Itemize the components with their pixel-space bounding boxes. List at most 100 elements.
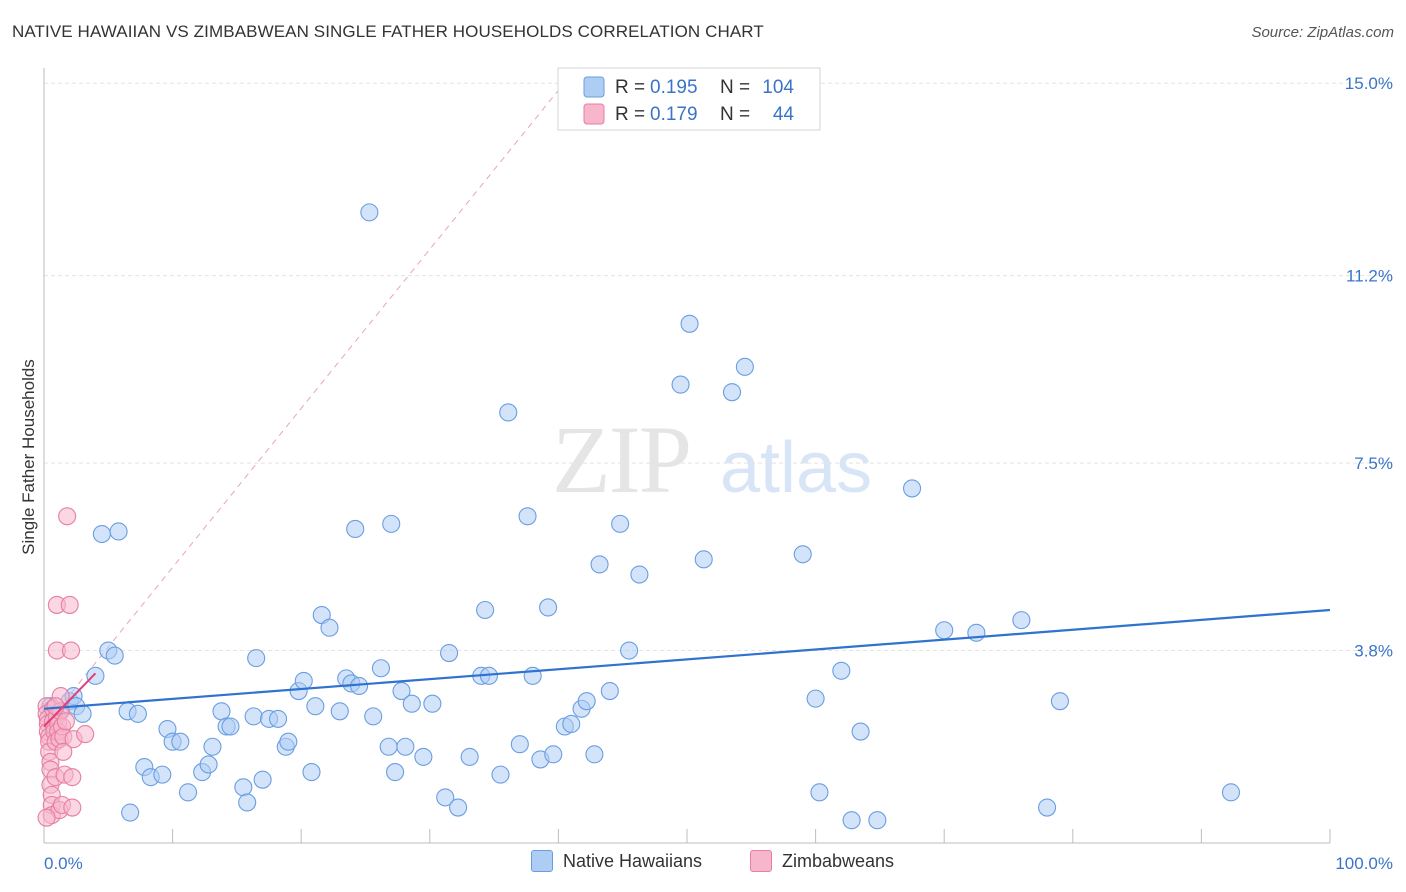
native-hawaiians-point bbox=[423, 694, 442, 713]
y-axis-label: Single Father Households bbox=[19, 359, 38, 555]
y-tick-label: 7.5% bbox=[1354, 454, 1393, 473]
native-hawaiians-point bbox=[630, 565, 649, 584]
zimbabweans-points bbox=[37, 507, 1331, 827]
y-tick-label: 3.8% bbox=[1354, 642, 1393, 661]
series-legend: Native Hawaiians Zimbabweans bbox=[0, 850, 1406, 878]
native-hawaiians-point bbox=[585, 745, 604, 764]
legend-n-value-2: 44 bbox=[773, 104, 795, 125]
native-hawaiians-point bbox=[460, 747, 479, 766]
native-hawaiians-point bbox=[499, 403, 518, 422]
native-hawaiians-point bbox=[269, 709, 288, 728]
native-hawaiians-point bbox=[810, 783, 829, 802]
zimbabweans-point bbox=[63, 798, 82, 817]
native-hawaiians-point bbox=[279, 732, 298, 751]
native-hawaiians-point bbox=[851, 722, 870, 741]
zimbabweans-point bbox=[61, 641, 81, 660]
native-hawaiians-point bbox=[178, 783, 198, 802]
zimbabweans-point bbox=[56, 712, 75, 731]
native-hawaiians-trend-line bbox=[43, 608, 1331, 710]
zimbabweans-point bbox=[46, 697, 65, 716]
native-hawaiians-point bbox=[902, 479, 922, 498]
native-hawaiians-point bbox=[611, 514, 630, 533]
native-hawaiians-point bbox=[449, 798, 468, 817]
native-hawaiians-point bbox=[253, 770, 272, 789]
legend-swatch-zimbabweans bbox=[750, 850, 772, 872]
native-hawaiians-point bbox=[671, 375, 690, 394]
stats-legend: R = 0.195 N = 104 R = 0.179 N = 44 bbox=[557, 67, 821, 131]
legend-label-zimbabweans: Zimbabweans bbox=[782, 850, 895, 871]
native-hawaiians-point bbox=[121, 803, 140, 822]
native-hawaiians-point bbox=[1012, 611, 1031, 630]
native-hawaiians-point bbox=[294, 671, 313, 690]
zimbabweans-point bbox=[63, 768, 82, 787]
zimbabweans-point bbox=[76, 725, 95, 744]
legend-r-label-2: R = bbox=[615, 104, 650, 125]
legend-n-label-1: N = bbox=[720, 77, 755, 98]
native-hawaiians-point bbox=[364, 707, 383, 726]
legend-label-native-hawaiians: Native Hawaiians bbox=[563, 850, 703, 871]
legend-swatch-native-hawaiians bbox=[531, 850, 553, 872]
native-hawaiians-point bbox=[221, 717, 240, 736]
legend-r-value-2: 0.179 bbox=[650, 104, 698, 125]
native-hawaiians-point bbox=[577, 692, 596, 711]
native-hawaiians-point bbox=[806, 689, 825, 708]
source-label: Source: ZipAtlas.com bbox=[1251, 24, 1394, 41]
zimbabweans-trend-extension bbox=[43, 67, 577, 727]
legend-r-label-1: R = bbox=[615, 77, 650, 98]
native-hawaiians-point bbox=[379, 737, 398, 756]
native-hawaiians-point bbox=[544, 745, 563, 764]
native-hawaiians-point bbox=[247, 649, 266, 668]
native-hawaiians-point bbox=[396, 737, 415, 756]
native-hawaiians-point bbox=[92, 524, 111, 544]
native-hawaiians-point bbox=[414, 747, 433, 766]
native-hawaiians-point bbox=[518, 507, 537, 526]
native-hawaiians-point bbox=[386, 763, 405, 782]
native-hawaiians-point bbox=[868, 811, 887, 830]
native-hawaiians-point bbox=[539, 598, 558, 617]
native-hawaiians-point bbox=[967, 623, 986, 642]
native-hawaiians-point bbox=[793, 545, 812, 564]
y-tick-labels: 3.8% 7.5% 11.2% 15.0% bbox=[1345, 74, 1393, 660]
legend-item-zimbabweans: Zimbabweans bbox=[750, 850, 894, 872]
legend-item-native-hawaiians: Native Hawaiians bbox=[531, 850, 702, 872]
native-hawaiians-point bbox=[694, 550, 713, 569]
gridlines bbox=[44, 82, 1394, 652]
native-hawaiians-point bbox=[620, 641, 639, 660]
native-hawaiians-point bbox=[360, 203, 379, 222]
native-hawaiians-point bbox=[722, 383, 742, 402]
native-hawaiians-point bbox=[128, 704, 147, 723]
legend-r-value-1: 0.195 bbox=[650, 77, 698, 98]
native-hawaiians-point bbox=[382, 514, 401, 533]
native-hawaiians-point bbox=[330, 702, 349, 721]
native-hawaiians-point bbox=[199, 755, 218, 774]
native-hawaiians-point bbox=[238, 793, 257, 812]
native-hawaiians-point bbox=[436, 788, 455, 807]
native-hawaiians-points bbox=[41, 203, 1241, 830]
native-hawaiians-point bbox=[735, 357, 754, 376]
native-hawaiians-point bbox=[935, 621, 954, 640]
zimbabweans-point bbox=[60, 595, 79, 614]
native-hawaiians-point bbox=[212, 702, 231, 721]
native-hawaiians-point bbox=[842, 811, 861, 830]
y-tick-label: 11.2% bbox=[1346, 267, 1393, 286]
watermark-zip: ZIP bbox=[552, 406, 690, 513]
native-hawaiians-point bbox=[402, 694, 421, 713]
native-hawaiians-point bbox=[320, 618, 339, 637]
native-hawaiians-point bbox=[234, 778, 253, 797]
x-tick-label-max: 100.0% bbox=[1335, 854, 1393, 873]
legend-n-value-1: 104 bbox=[762, 77, 794, 98]
native-hawaiians-point bbox=[832, 661, 851, 680]
native-hawaiians-point bbox=[86, 666, 105, 685]
native-hawaiians-point bbox=[392, 681, 411, 701]
native-hawaiians-point bbox=[491, 765, 510, 784]
native-hawaiians-point bbox=[105, 646, 124, 665]
x-tick-labels: 0.0% 100.0% bbox=[44, 854, 1393, 873]
x-tick-label-min: 0.0% bbox=[44, 854, 83, 873]
native-hawaiians-point bbox=[109, 522, 128, 541]
legend-swatch-blue bbox=[583, 76, 605, 98]
native-hawaiians-point bbox=[510, 735, 529, 754]
legend-swatch-pink bbox=[583, 103, 605, 125]
native-hawaiians-point bbox=[440, 643, 459, 663]
zimbabweans-point bbox=[58, 507, 77, 526]
